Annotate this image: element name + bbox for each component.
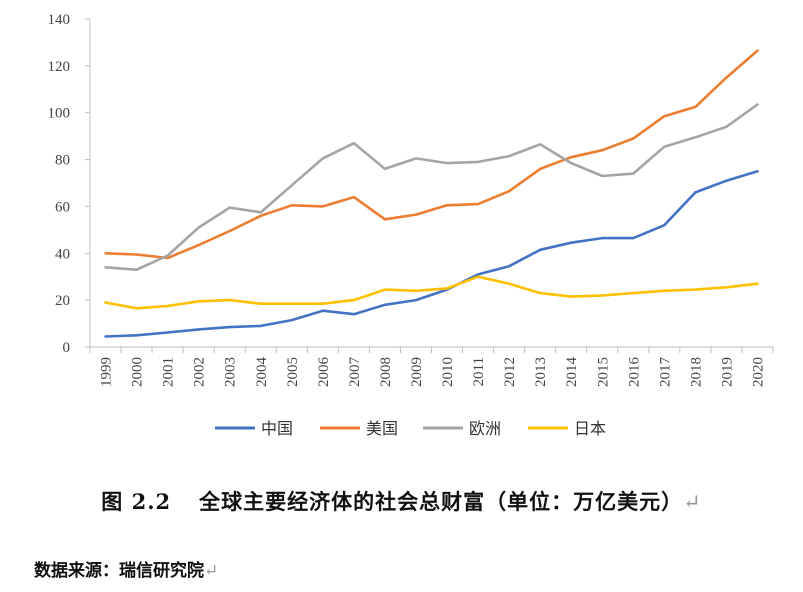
legend-label: 欧洲	[469, 419, 501, 438]
x-tick-label: 2003	[223, 357, 239, 387]
x-tick-label: 2005	[285, 357, 301, 387]
x-tick-label: 2001	[161, 357, 177, 387]
series-line	[104, 170, 759, 338]
x-tick-label: 2020	[750, 357, 766, 387]
x-tick-label: 2017	[657, 357, 673, 388]
x-tick-label: 2009	[409, 357, 425, 387]
x-tick-label: 1999	[99, 357, 115, 387]
y-tick-label: 20	[55, 293, 70, 309]
chart-legend: 中国 美国 欧洲 日本	[215, 419, 606, 438]
figure-number: 图 2.2	[101, 489, 172, 514]
x-tick-label: 2014	[564, 357, 580, 388]
paragraph-mark-icon: ↵	[683, 490, 702, 514]
chart-axes: 0 20 40 60 80 100 120 140 1999 2000 2001 2002 2003 20…	[48, 12, 774, 387]
figure-title: 全球主要经济体的社会总财富（单位：万亿美元）	[199, 489, 684, 514]
data-source-note: 数据来源：瑞信研究院↵	[34, 556, 218, 581]
legend-label: 美国	[366, 419, 398, 438]
x-tick-label: 2007	[347, 357, 363, 388]
series-line	[104, 103, 759, 272]
x-tick-label: 2015	[595, 357, 611, 387]
y-tick-label: 100	[48, 106, 71, 122]
x-tick-label: 2016	[626, 357, 642, 388]
y-tick-label: 60	[55, 199, 70, 215]
legend-label: 中国	[261, 419, 293, 438]
series-line	[104, 275, 759, 310]
x-tick-label: 2010	[440, 357, 456, 387]
x-tick-label: 2006	[316, 357, 332, 388]
y-tick-label: 0	[63, 340, 71, 356]
x-tick-label: 2018	[688, 357, 704, 387]
paragraph-mark-icon: ↵	[204, 561, 219, 581]
y-tick-label: 80	[55, 153, 70, 169]
x-tick-label: 2013	[533, 357, 549, 387]
data-source-text: 数据来源：瑞信研究院	[34, 561, 204, 581]
x-tick-label: 2019	[719, 357, 735, 387]
y-tick-label: 120	[48, 59, 71, 75]
x-tick-label: 2000	[130, 357, 146, 387]
x-tick-label: 2008	[378, 357, 394, 387]
x-tick-label: 2011	[471, 357, 487, 386]
y-tick-label: 40	[55, 246, 70, 262]
x-tick-label: 2012	[502, 357, 518, 387]
chart-series	[104, 49, 759, 338]
y-tick-label: 140	[48, 12, 71, 28]
figure-caption: 图 2.2 全球主要经济体的社会总财富（单位：万亿美元）↵	[0, 486, 803, 516]
x-tick-label: 2002	[192, 357, 208, 387]
line-chart: 0 20 40 60 80 100 120 140 1999 2000 2001 2002 2003 20…	[48, 12, 774, 438]
legend-label: 日本	[574, 419, 606, 438]
x-tick-label: 2004	[254, 357, 270, 388]
series-line	[104, 49, 759, 260]
